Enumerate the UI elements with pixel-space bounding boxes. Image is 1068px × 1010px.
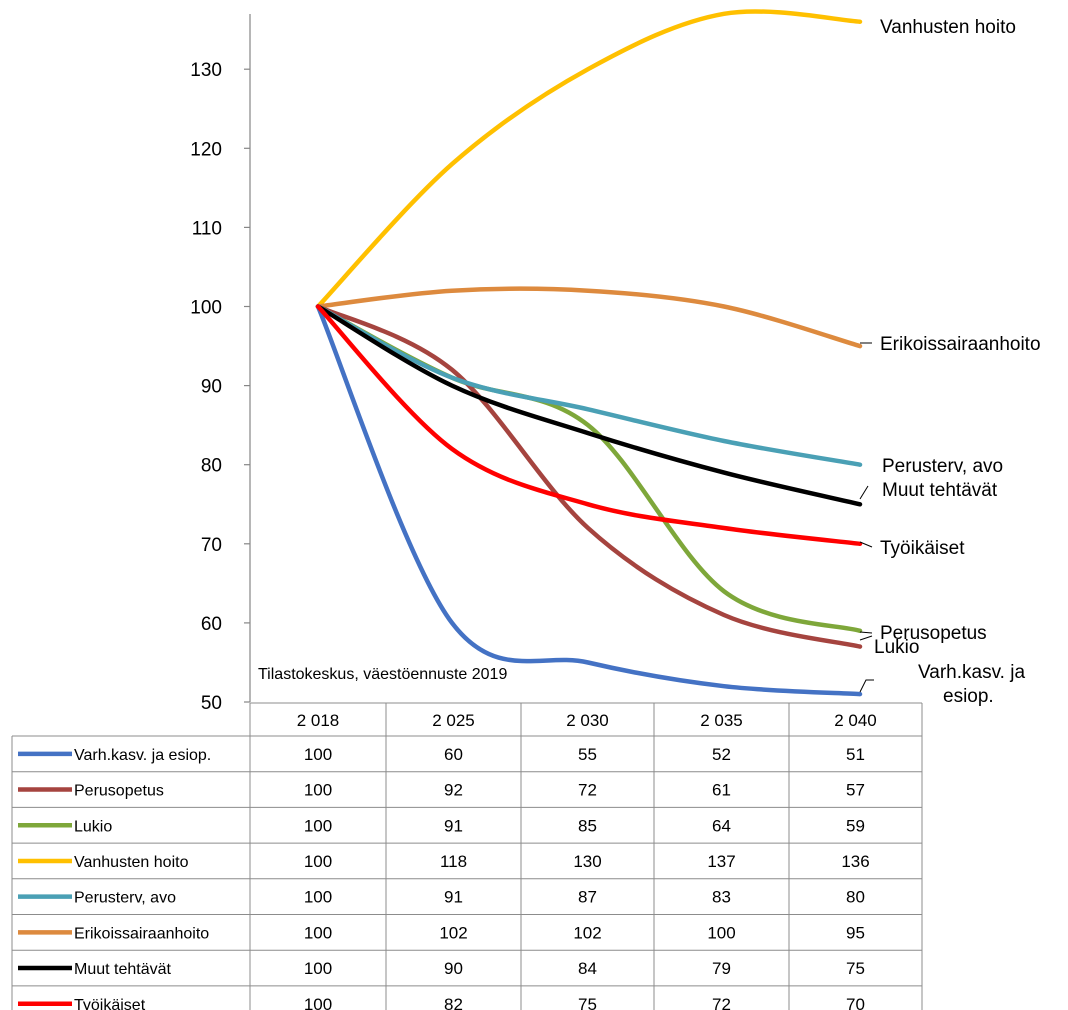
series-lines [315, 9, 863, 697]
table-cell: 100 [304, 816, 332, 835]
table-cell: 52 [712, 745, 731, 764]
y-axis: 50 60 70 80 90 100 110 120 130 [190, 14, 251, 714]
y-tick-label: 100 [190, 298, 222, 319]
table-cell: 91 [444, 816, 463, 835]
end-label-leader [859, 485, 869, 500]
series-end-label: Perusopetus [880, 623, 987, 644]
table-header-cell: 2 035 [700, 711, 743, 730]
table-cell: 118 [440, 852, 467, 871]
table-cell: 82 [444, 995, 463, 1010]
table-cell: 102 [573, 923, 601, 942]
table-cell: 90 [444, 959, 463, 978]
table-cell: 100 [304, 852, 332, 871]
table-cell: 100 [304, 959, 332, 978]
table-header-cell: 2 040 [834, 711, 877, 730]
end-label-leader [859, 541, 873, 548]
table-cell: 130 [573, 852, 601, 871]
table-cell: 87 [578, 888, 597, 907]
table-cell: 51 [846, 745, 865, 764]
end-label-leader [859, 679, 874, 693]
table-cell: 95 [846, 923, 865, 942]
table-cell: 136 [841, 852, 869, 871]
series-end-label: Vanhusten hoito [880, 17, 1016, 38]
table-cell: 72 [712, 995, 731, 1010]
table-header-cell: 2 025 [432, 711, 475, 730]
series-end-label: Erikoissairaanhoito [880, 334, 1041, 355]
table-cell: 79 [712, 959, 731, 978]
series-line-1 [315, 304, 863, 649]
table-cell: 85 [578, 816, 597, 835]
table-cell: 100 [304, 923, 332, 942]
table-row-label: Varh.kasv. ja esiop. [74, 747, 211, 764]
y-tick-label: 130 [190, 60, 222, 81]
table-row-label: Erikoissairaanhoito [74, 925, 209, 942]
y-tick-label: 50 [201, 693, 222, 714]
series-line-7 [315, 304, 863, 547]
table-cell: 91 [444, 888, 463, 907]
table-cell: 60 [444, 745, 463, 764]
table-cell: 84 [578, 959, 597, 978]
table-cell: 59 [846, 816, 865, 835]
table-header-cell: 2 018 [297, 711, 340, 730]
table-cell: 100 [304, 781, 332, 800]
series-line-5 [315, 286, 863, 349]
table-row-label: Vanhusten hoito [74, 854, 189, 871]
y-tick-label: 120 [190, 139, 222, 160]
series-line-4 [315, 304, 863, 467]
series-line-0 [315, 304, 863, 697]
table-cell: 137 [707, 852, 735, 871]
y-tick-label: 70 [201, 535, 222, 556]
table-cell: 75 [846, 959, 865, 978]
table-cell: 75 [578, 995, 597, 1010]
y-tick-label: 110 [192, 218, 222, 239]
table-cell: 72 [578, 781, 597, 800]
table-header-cell: 2 030 [566, 711, 609, 730]
table-cell: 100 [304, 995, 332, 1010]
series-end-label: Muut tehtävät [882, 480, 998, 501]
table-cell: 102 [439, 923, 467, 942]
y-tick-label: 60 [201, 614, 222, 635]
y-tick-label: 80 [201, 456, 222, 477]
table-row-label: Lukio [74, 818, 112, 835]
table-row-label: Muut tehtävät [74, 961, 172, 978]
table-cell: 100 [304, 745, 332, 764]
table-cell: 70 [846, 995, 865, 1010]
data-table: 2 018 2 025 2 030 2 035 2 040 Varh.kasv. ja e… [11, 702, 923, 1010]
table-cell: 100 [707, 923, 735, 942]
end-label-leader [859, 635, 873, 641]
series-end-label: Varh.kasv. ja [918, 662, 1025, 683]
end-label-leader [859, 631, 873, 634]
source-note: Tilastokeskus, väestöennuste 2019 [258, 666, 507, 683]
table-row-label: Työikäiset [74, 997, 146, 1010]
table-cell: 92 [444, 781, 463, 800]
table-cell: 80 [846, 888, 865, 907]
table-row-label: Perusterv, avo [74, 890, 176, 907]
series-end-label: esiop. [943, 686, 994, 707]
table-cell: 55 [578, 745, 597, 764]
series-line-6 [315, 304, 863, 507]
series-end-label: Työikäiset [880, 538, 965, 559]
series-end-label: Perusterv, avo [882, 456, 1003, 477]
table-cell: 83 [712, 888, 731, 907]
table-cell: 57 [846, 781, 865, 800]
table-cell: 61 [712, 781, 731, 800]
y-tick-label: 90 [201, 377, 222, 398]
series-end-label: Lukio [874, 637, 919, 658]
table-row-label: Perusopetus [74, 783, 164, 800]
table-cell: 64 [712, 816, 731, 835]
series-line-3 [315, 9, 863, 309]
table-cell: 100 [304, 888, 332, 907]
